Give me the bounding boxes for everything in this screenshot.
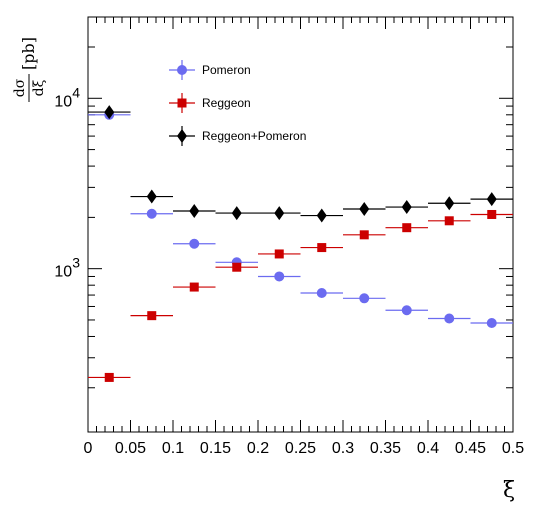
data-point	[146, 189, 157, 204]
y-axis-title-unit: [pb]	[19, 37, 38, 70]
x-tick-label: 0.2	[247, 440, 269, 457]
x-tick-label: 0.45	[455, 440, 486, 457]
y-axis-title: dσ dξ [pb]	[12, 37, 47, 102]
legend-marker	[177, 129, 187, 143]
data-point	[232, 262, 242, 272]
data-point	[359, 230, 369, 240]
data-point	[401, 200, 412, 215]
data-point	[401, 305, 412, 316]
y-axis-title-denominator: dξ	[31, 79, 47, 96]
x-tick-label: 0.5	[502, 440, 524, 457]
series-reggeon-pomeron	[88, 105, 513, 223]
data-point	[189, 204, 200, 219]
data-point	[189, 282, 199, 292]
data-point	[359, 293, 370, 304]
series-reggeon	[88, 209, 513, 382]
data-point	[316, 287, 327, 298]
x-tick-label: 0.25	[285, 440, 316, 457]
y-tick-label: 103	[54, 255, 80, 281]
legend: Pomeron Reggeon Reggeon+Pomeron	[169, 60, 306, 146]
data-point	[274, 271, 285, 282]
data-point	[274, 249, 284, 259]
y-axis-ticks: 103 104	[54, 16, 513, 389]
data-point	[316, 208, 327, 223]
y-tick-label: 104	[54, 84, 80, 110]
legend-label: Pomeron	[202, 63, 251, 77]
data-point	[146, 208, 157, 219]
x-tick-label: 0.35	[370, 440, 401, 457]
x-tick-label: 0	[84, 440, 93, 457]
data-point	[486, 192, 497, 207]
data-point	[444, 216, 454, 226]
y-axis-title-numerator: dσ	[12, 78, 28, 97]
x-tick-label: 0.4	[417, 440, 439, 457]
x-tick-label: 0.05	[115, 440, 146, 457]
x-tick-label: 0.15	[200, 440, 231, 457]
data-point	[317, 243, 327, 253]
legend-marker	[177, 98, 187, 108]
legend-label: Reggeon	[202, 96, 251, 110]
data-point	[402, 223, 412, 233]
data-point	[487, 209, 497, 219]
x-axis-title: ξ	[503, 478, 515, 503]
x-tick-label: 0.3	[332, 440, 354, 457]
data-point	[189, 238, 200, 249]
data-point	[359, 201, 370, 216]
legend-item: Reggeon+Pomeron	[169, 126, 306, 146]
data-point	[444, 313, 455, 324]
data-point	[104, 372, 114, 382]
legend-item: Reggeon	[169, 93, 251, 113]
series-layer	[88, 105, 513, 382]
data-point	[104, 105, 115, 120]
data-point	[231, 206, 242, 221]
x-axis-ticks: 0 0.05 0.1 0.15 0.2 0.25 0.3 0.35 0.4 0.45 0.5	[84, 17, 524, 457]
legend-marker	[177, 65, 187, 75]
data-point	[274, 206, 285, 221]
data-point	[444, 196, 455, 211]
data-point	[486, 317, 497, 328]
legend-label: Reggeon+Pomeron	[202, 129, 306, 143]
data-point	[147, 311, 157, 321]
x-tick-label: 0.1	[162, 440, 184, 457]
legend-item: Pomeron	[169, 60, 251, 80]
